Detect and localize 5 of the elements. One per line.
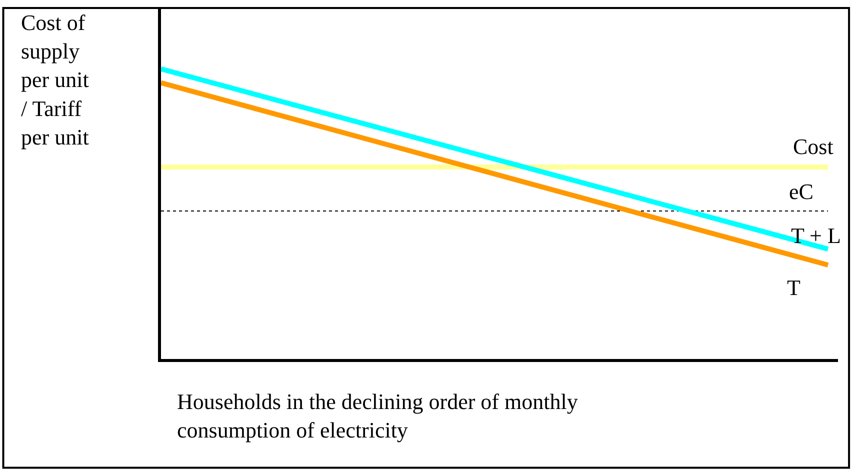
series-label: Cost xyxy=(793,134,834,159)
series-label: T xyxy=(787,275,801,300)
x-axis-title: Households in the declining order of monthly consumption of electricity xyxy=(177,389,578,443)
y-axis-title: Cost of supply per unit / Tariff per unit xyxy=(21,10,89,150)
series-label: eC xyxy=(789,179,814,204)
